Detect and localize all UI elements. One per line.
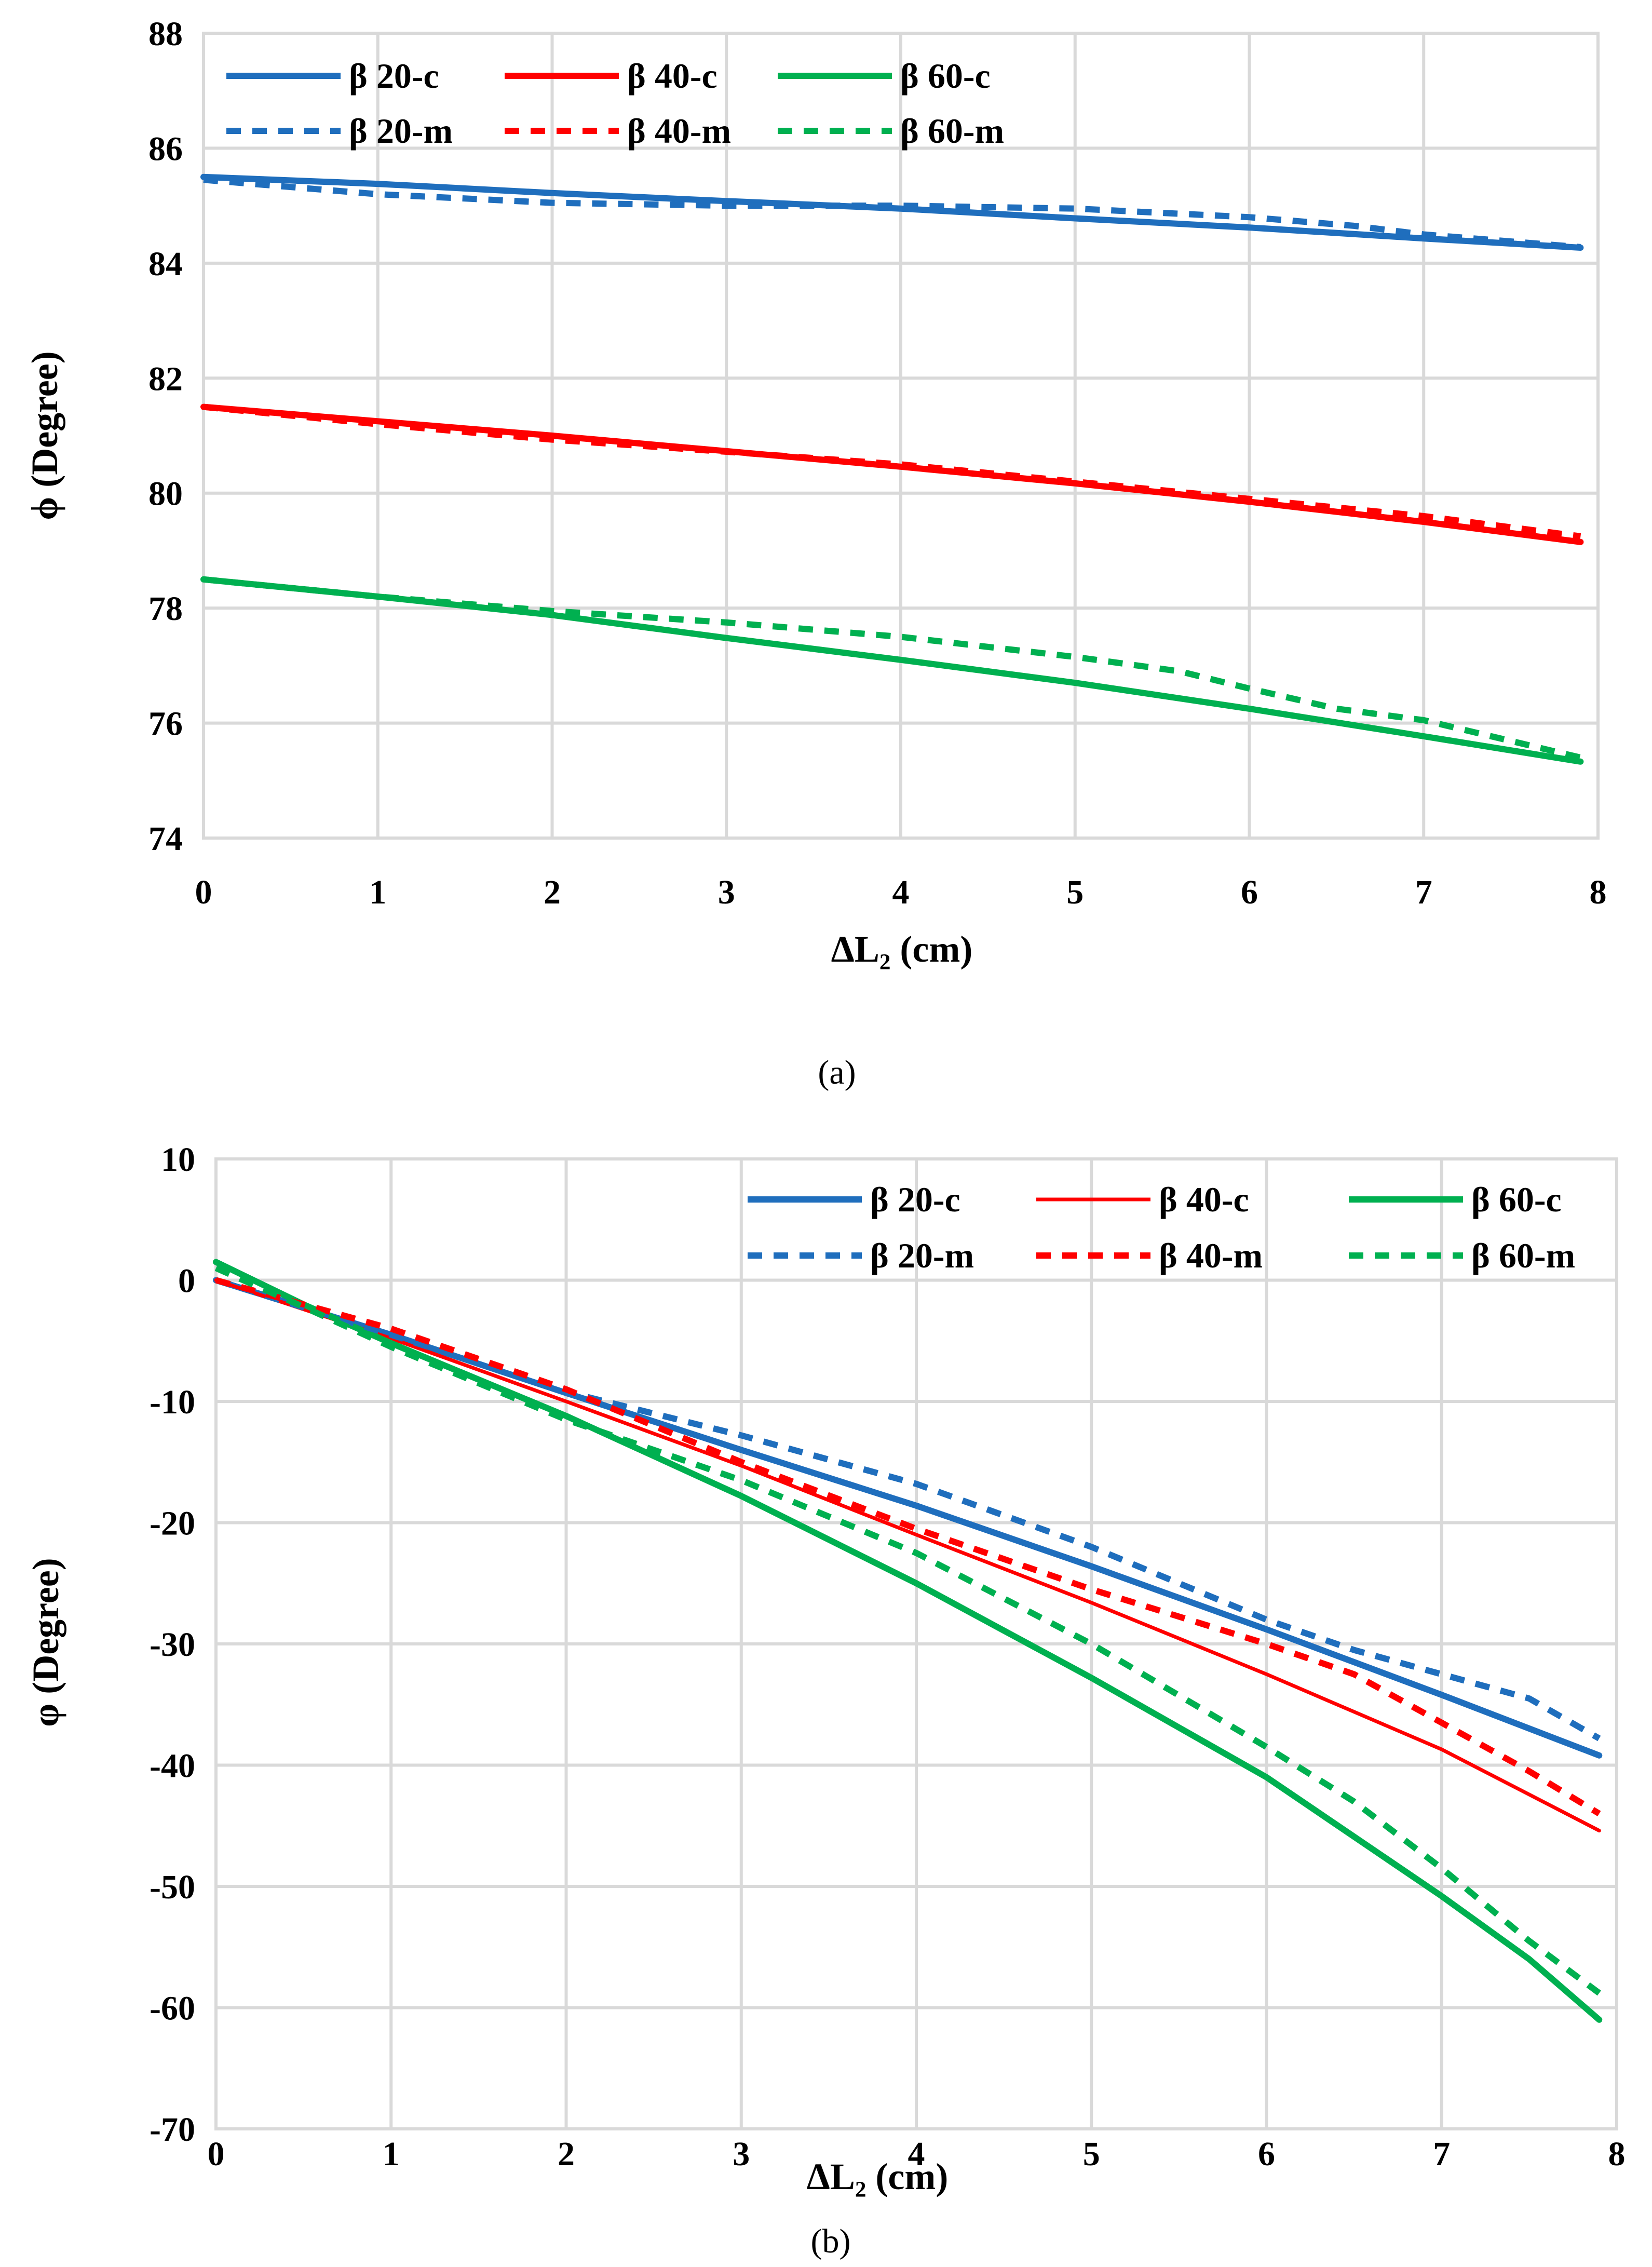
chart-b-y-tick-label: 10 (161, 1141, 195, 1179)
chart-b-x-axis-title: ΔL₂ (cm) (807, 2156, 949, 2197)
chart-b-x-tick-label: 6 (1258, 2135, 1275, 2173)
chart-b-x-tick-label: 8 (1608, 2135, 1626, 2173)
chart-b-y-tick-label: -70 (150, 2111, 195, 2149)
chart-a-x-tick-label: 3 (718, 873, 735, 911)
chart-a-y-tick-label: 76 (148, 705, 183, 743)
chart-b-y-tick-label: -10 (150, 1383, 195, 1421)
chart-a-y-tick-label: 84 (148, 245, 183, 283)
chart-b-plot-frame (214, 1157, 1618, 2130)
chart-a-series-60m (203, 576, 1581, 761)
chart-a-legend-label-b60c: β 60-c (900, 56, 991, 96)
chart-b-series-40c (214, 1278, 1601, 1833)
chart-b-x-tick-labels: 0 1 2 3 4 5 6 7 8 (208, 2135, 1626, 2173)
chart-a-x-tick-labels: 0 1 2 3 4 5 6 7 8 (195, 873, 1607, 911)
chart-b-y-tick-label: -50 (150, 1868, 195, 1906)
chart-a-legend-label-b20m: β 20-m (349, 111, 453, 151)
chart-b-series-60m (214, 1265, 1601, 1996)
chart-a-series-20c (200, 173, 1584, 251)
chart-a-legend-label-b40c: β 40-c (627, 56, 717, 96)
chart-b-y-tick-labels: -70 -60 -50 -40 -30 -20 -10 0 10 (150, 1141, 195, 2149)
chart-a-y-tick-labels: 74 76 78 80 82 84 86 88 (148, 15, 183, 858)
chart-b-y-tick-label: -60 (150, 1990, 195, 2028)
chart-b-legend-label-b60m: β 60-m (1471, 1236, 1575, 1275)
chart-a-x-tick-label: 4 (892, 873, 910, 911)
chart-a-x-tick-label: 7 (1415, 873, 1432, 911)
chart-b-caption: (b) (811, 2222, 851, 2260)
chart-a-x-tick-label: 5 (1066, 873, 1084, 911)
chart-b-x-tick-label: 5 (1083, 2135, 1100, 2173)
chart-b-x-tick-label: 1 (383, 2135, 400, 2173)
chart-a-x-tick-label: 2 (544, 873, 561, 911)
chart-a-series-60c (200, 576, 1584, 765)
chart-a-x-tick-label: 8 (1590, 873, 1607, 911)
chart-b-legend-label-b60c: β 60-c (1471, 1180, 1562, 1219)
chart-a-legend-label-b20c: β 20-c (349, 56, 439, 96)
chart-a-y-tick-label: 74 (148, 820, 183, 858)
chart-b-legend: β 20-c β 40-c β 60-c β 20-m β 40-m β 60-… (748, 1180, 1575, 1275)
chart-a-series-40c (200, 403, 1584, 545)
chart-b-y-tick-label: -20 (150, 1505, 195, 1543)
chart-b-x-tick-label: 2 (558, 2135, 575, 2173)
chart-b-y-tick-label: -40 (150, 1747, 195, 1785)
chart-a-y-axis-title: ϕ (Degree) (24, 351, 65, 520)
chart-b-series (213, 1259, 1603, 2023)
chart-a-y-tick-label: 82 (148, 360, 183, 398)
chart-a-x-tick-label: 1 (369, 873, 386, 911)
chart-b-x-tick-label: 3 (733, 2135, 750, 2173)
chart-a-legend: β 20-c β 40-c β 60-c β 20-m β 40-m β 60-… (226, 56, 1004, 151)
chart-b-y-axis-title: φ (Degree) (25, 1558, 66, 1726)
chart-a-x-tick-label: 6 (1241, 873, 1258, 911)
chart-b-y-tick-label: -30 (150, 1626, 195, 1664)
chart-b-legend-label-b40c: β 40-c (1159, 1180, 1249, 1219)
chart-a-caption: (a) (818, 1054, 856, 1091)
chart-b-series-20m (215, 1277, 1601, 1742)
chart-a-y-tick-label: 88 (148, 15, 183, 53)
chart-a-series-20m (203, 177, 1581, 250)
chart-b-legend-label-b20c: β 20-c (870, 1180, 960, 1219)
chart-b-x-tick-label: 0 (208, 2135, 225, 2173)
chart-a-legend-label-b60m: β 60-m (900, 111, 1004, 151)
chart-b-legend-label-b40m: β 40-m (1159, 1236, 1263, 1275)
chart-a-x-axis-title: ΔL₂ (cm) (831, 928, 973, 970)
chart-a-x-tick-label: 0 (195, 873, 212, 911)
chart-a-y-tick-label: 78 (148, 590, 183, 628)
chart-b-y-tick-label: 0 (178, 1262, 195, 1300)
chart-a-y-tick-label: 80 (148, 475, 183, 513)
chart-a-plot-frame (202, 32, 1600, 840)
chart-a-legend-label-b40m: β 40-m (627, 111, 731, 151)
chart-b-x-tick-label: 4 (908, 2135, 925, 2173)
chart-a-y-tick-label: 86 (148, 130, 183, 168)
chart-a-series (200, 173, 1584, 765)
chart-b-x-tick-label: 7 (1433, 2135, 1450, 2173)
chart-b: -70 -60 -50 -40 -30 -20 -10 0 10 0 1 2 3 4 5 6 7 8 ΔL₂ (… (25, 1141, 1626, 2260)
chart-b-legend-label-b20m: β 20-m (870, 1236, 974, 1275)
